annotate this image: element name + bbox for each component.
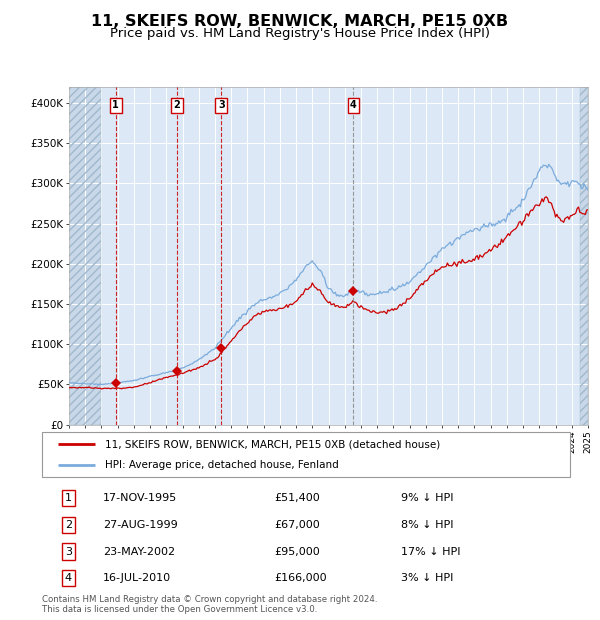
Text: Price paid vs. HM Land Registry's House Price Index (HPI): Price paid vs. HM Land Registry's House … [110, 27, 490, 40]
Bar [69, 87, 101, 425]
Text: 9% ↓ HPI: 9% ↓ HPI [401, 493, 454, 503]
Text: 3: 3 [65, 547, 72, 557]
Text: HPI: Average price, detached house, Fenland: HPI: Average price, detached house, Fenl… [106, 460, 339, 470]
Text: 2: 2 [173, 100, 181, 110]
Text: 16-JUL-2010: 16-JUL-2010 [103, 574, 171, 583]
Text: Contains HM Land Registry data © Crown copyright and database right 2024.: Contains HM Land Registry data © Crown c… [42, 595, 377, 604]
Text: £166,000: £166,000 [274, 574, 327, 583]
Bar [69, 87, 101, 425]
Text: 27-AUG-1999: 27-AUG-1999 [103, 520, 178, 529]
Bar [580, 87, 588, 425]
Text: 23-MAY-2002: 23-MAY-2002 [103, 547, 175, 557]
Text: £51,400: £51,400 [274, 493, 320, 503]
Text: £95,000: £95,000 [274, 547, 320, 557]
Text: 1: 1 [65, 493, 72, 503]
Text: 4: 4 [65, 574, 72, 583]
Text: 3: 3 [218, 100, 224, 110]
Text: 3% ↓ HPI: 3% ↓ HPI [401, 574, 454, 583]
Text: 4: 4 [350, 100, 357, 110]
Text: 11, SKEIFS ROW, BENWICK, MARCH, PE15 0XB: 11, SKEIFS ROW, BENWICK, MARCH, PE15 0XB [91, 14, 509, 29]
Text: 11, SKEIFS ROW, BENWICK, MARCH, PE15 0XB (detached house): 11, SKEIFS ROW, BENWICK, MARCH, PE15 0XB… [106, 440, 440, 450]
Text: This data is licensed under the Open Government Licence v3.0.: This data is licensed under the Open Gov… [42, 604, 317, 614]
Text: 2: 2 [65, 520, 72, 529]
Text: 17% ↓ HPI: 17% ↓ HPI [401, 547, 461, 557]
Text: 8% ↓ HPI: 8% ↓ HPI [401, 520, 454, 529]
Text: 1: 1 [112, 100, 119, 110]
Text: 17-NOV-1995: 17-NOV-1995 [103, 493, 177, 503]
Text: £67,000: £67,000 [274, 520, 320, 529]
Bar [580, 87, 588, 425]
